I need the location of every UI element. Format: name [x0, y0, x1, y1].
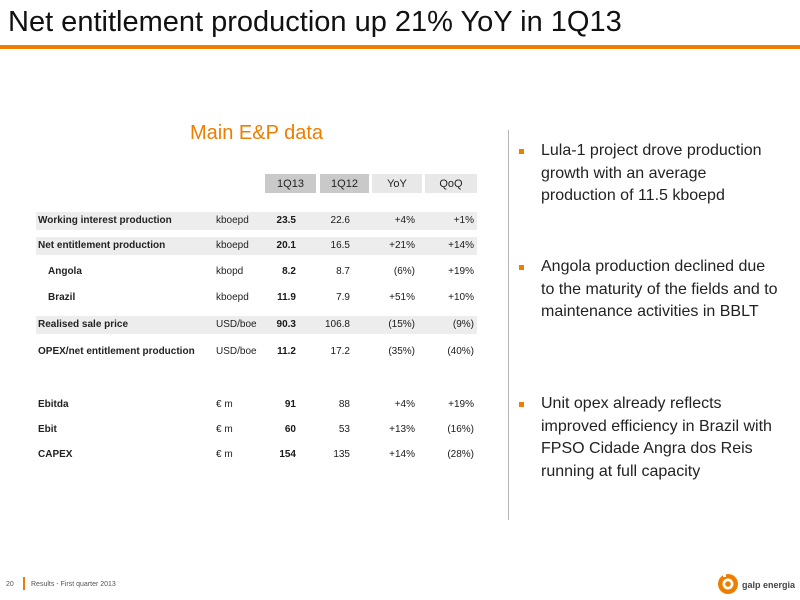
- column-header-1q12: 1Q12: [320, 174, 369, 193]
- value-1q13: 11.2: [277, 346, 296, 357]
- column-header-yoy: YoY: [372, 174, 422, 193]
- column-header-qoq: QoQ: [425, 174, 477, 193]
- bullet-text: Lula-1 project drove production growth w…: [541, 142, 762, 204]
- row-label: Net entitlement production: [38, 240, 166, 251]
- value-1q12: 53: [338, 424, 350, 435]
- value-qoq: (28%): [447, 449, 474, 460]
- value-qoq: (40%): [447, 346, 474, 357]
- table-row: OPEX/net entitlement production USD/boe …: [36, 343, 477, 361]
- row-unit: € m: [216, 449, 233, 460]
- value-qoq: +19%: [448, 266, 474, 277]
- value-qoq: +14%: [448, 240, 474, 251]
- value-yoy: +51%: [389, 292, 415, 303]
- value-qoq: (9%): [452, 319, 474, 330]
- value-1q13: 91: [284, 399, 296, 410]
- row-label: Working interest production: [38, 215, 172, 226]
- section-title: Main E&P data: [190, 122, 324, 144]
- table-row: Ebit € m 60 53 +13% (16%): [36, 421, 477, 439]
- value-1q12: 106.8: [324, 319, 350, 330]
- bullet-marker: [519, 265, 524, 270]
- row-unit: € m: [216, 424, 233, 435]
- page-number: 20: [6, 581, 14, 588]
- value-yoy: +14%: [389, 449, 415, 460]
- column-divider: [508, 130, 509, 520]
- row-label: Brazil: [48, 292, 76, 303]
- value-1q12: 8.7: [336, 266, 350, 277]
- galp-logo-icon: [718, 574, 738, 594]
- value-yoy: +4%: [394, 399, 415, 410]
- value-1q13: 23.5: [276, 215, 296, 226]
- value-yoy: (6%): [393, 266, 415, 277]
- table-row: Realised sale price USD/boe 90.3 106.8 (…: [36, 316, 477, 334]
- column-header-1q13: 1Q13: [265, 174, 316, 193]
- value-yoy: +4%: [394, 215, 415, 226]
- value-1q12: 135: [333, 449, 350, 460]
- value-yoy: (35%): [388, 346, 415, 357]
- value-1q13: 11.9: [277, 292, 296, 303]
- row-label: Ebit: [38, 424, 57, 435]
- table-row: Angola kbopd 8.2 8.7 (6%) +19%: [36, 263, 477, 281]
- value-1q12: 17.2: [330, 346, 350, 357]
- row-label: Ebitda: [38, 399, 69, 410]
- row-label: Realised sale price: [38, 319, 129, 330]
- value-yoy: (15%): [388, 319, 415, 330]
- row-unit: kbopd: [216, 266, 244, 277]
- value-qoq: +10%: [448, 292, 474, 303]
- value-1q12: 22.6: [330, 215, 350, 226]
- row-unit: kboepd: [216, 215, 249, 226]
- value-1q13: 20.1: [276, 240, 296, 251]
- footer-divider: [23, 577, 25, 590]
- value-1q12: 88: [338, 399, 350, 410]
- row-label: CAPEX: [38, 449, 73, 460]
- value-1q13: 154: [279, 449, 296, 460]
- value-1q13: 90.3: [276, 319, 296, 330]
- value-qoq: +1%: [453, 215, 474, 226]
- value-qoq: (16%): [447, 424, 474, 435]
- value-yoy: +13%: [389, 424, 415, 435]
- logo-text: galp energia: [742, 580, 796, 590]
- bullet-text: Angola production declined due to the ma…: [541, 258, 778, 320]
- row-unit: USD/boe: [216, 319, 257, 330]
- row-unit: € m: [216, 399, 233, 410]
- row-unit: kboepd: [216, 292, 249, 303]
- row-label: OPEX/net entitlement production: [38, 346, 195, 357]
- row-label: Angola: [48, 266, 82, 277]
- value-qoq: +19%: [448, 399, 474, 410]
- value-1q12: 16.5: [330, 240, 350, 251]
- row-unit: kboepd: [216, 240, 249, 251]
- table-row: Brazil kboepd 11.9 7.9 +51% +10%: [36, 289, 477, 307]
- table-row: Ebitda € m 91 88 +4% +19%: [36, 396, 477, 414]
- row-unit: USD/boe: [216, 346, 257, 357]
- title-underline: [0, 45, 800, 49]
- bullet-marker: [519, 402, 524, 407]
- table-row: Working interest production kboepd 23.5 …: [36, 212, 477, 230]
- table-row: CAPEX € m 154 135 +14% (28%): [36, 446, 477, 464]
- value-1q13: 8.2: [282, 266, 296, 277]
- value-1q13: 60: [284, 424, 296, 435]
- page-title: Net entitlement production up 21% YoY in…: [8, 6, 622, 38]
- bullet-text: Unit opex already reflects improved effi…: [541, 395, 772, 480]
- footer-text: Results - First quarter 2013: [31, 581, 116, 588]
- bullet-marker: [519, 149, 524, 154]
- value-yoy: +21%: [389, 240, 415, 251]
- table-row: Net entitlement production kboepd 20.1 1…: [36, 237, 477, 255]
- value-1q12: 7.9: [336, 292, 350, 303]
